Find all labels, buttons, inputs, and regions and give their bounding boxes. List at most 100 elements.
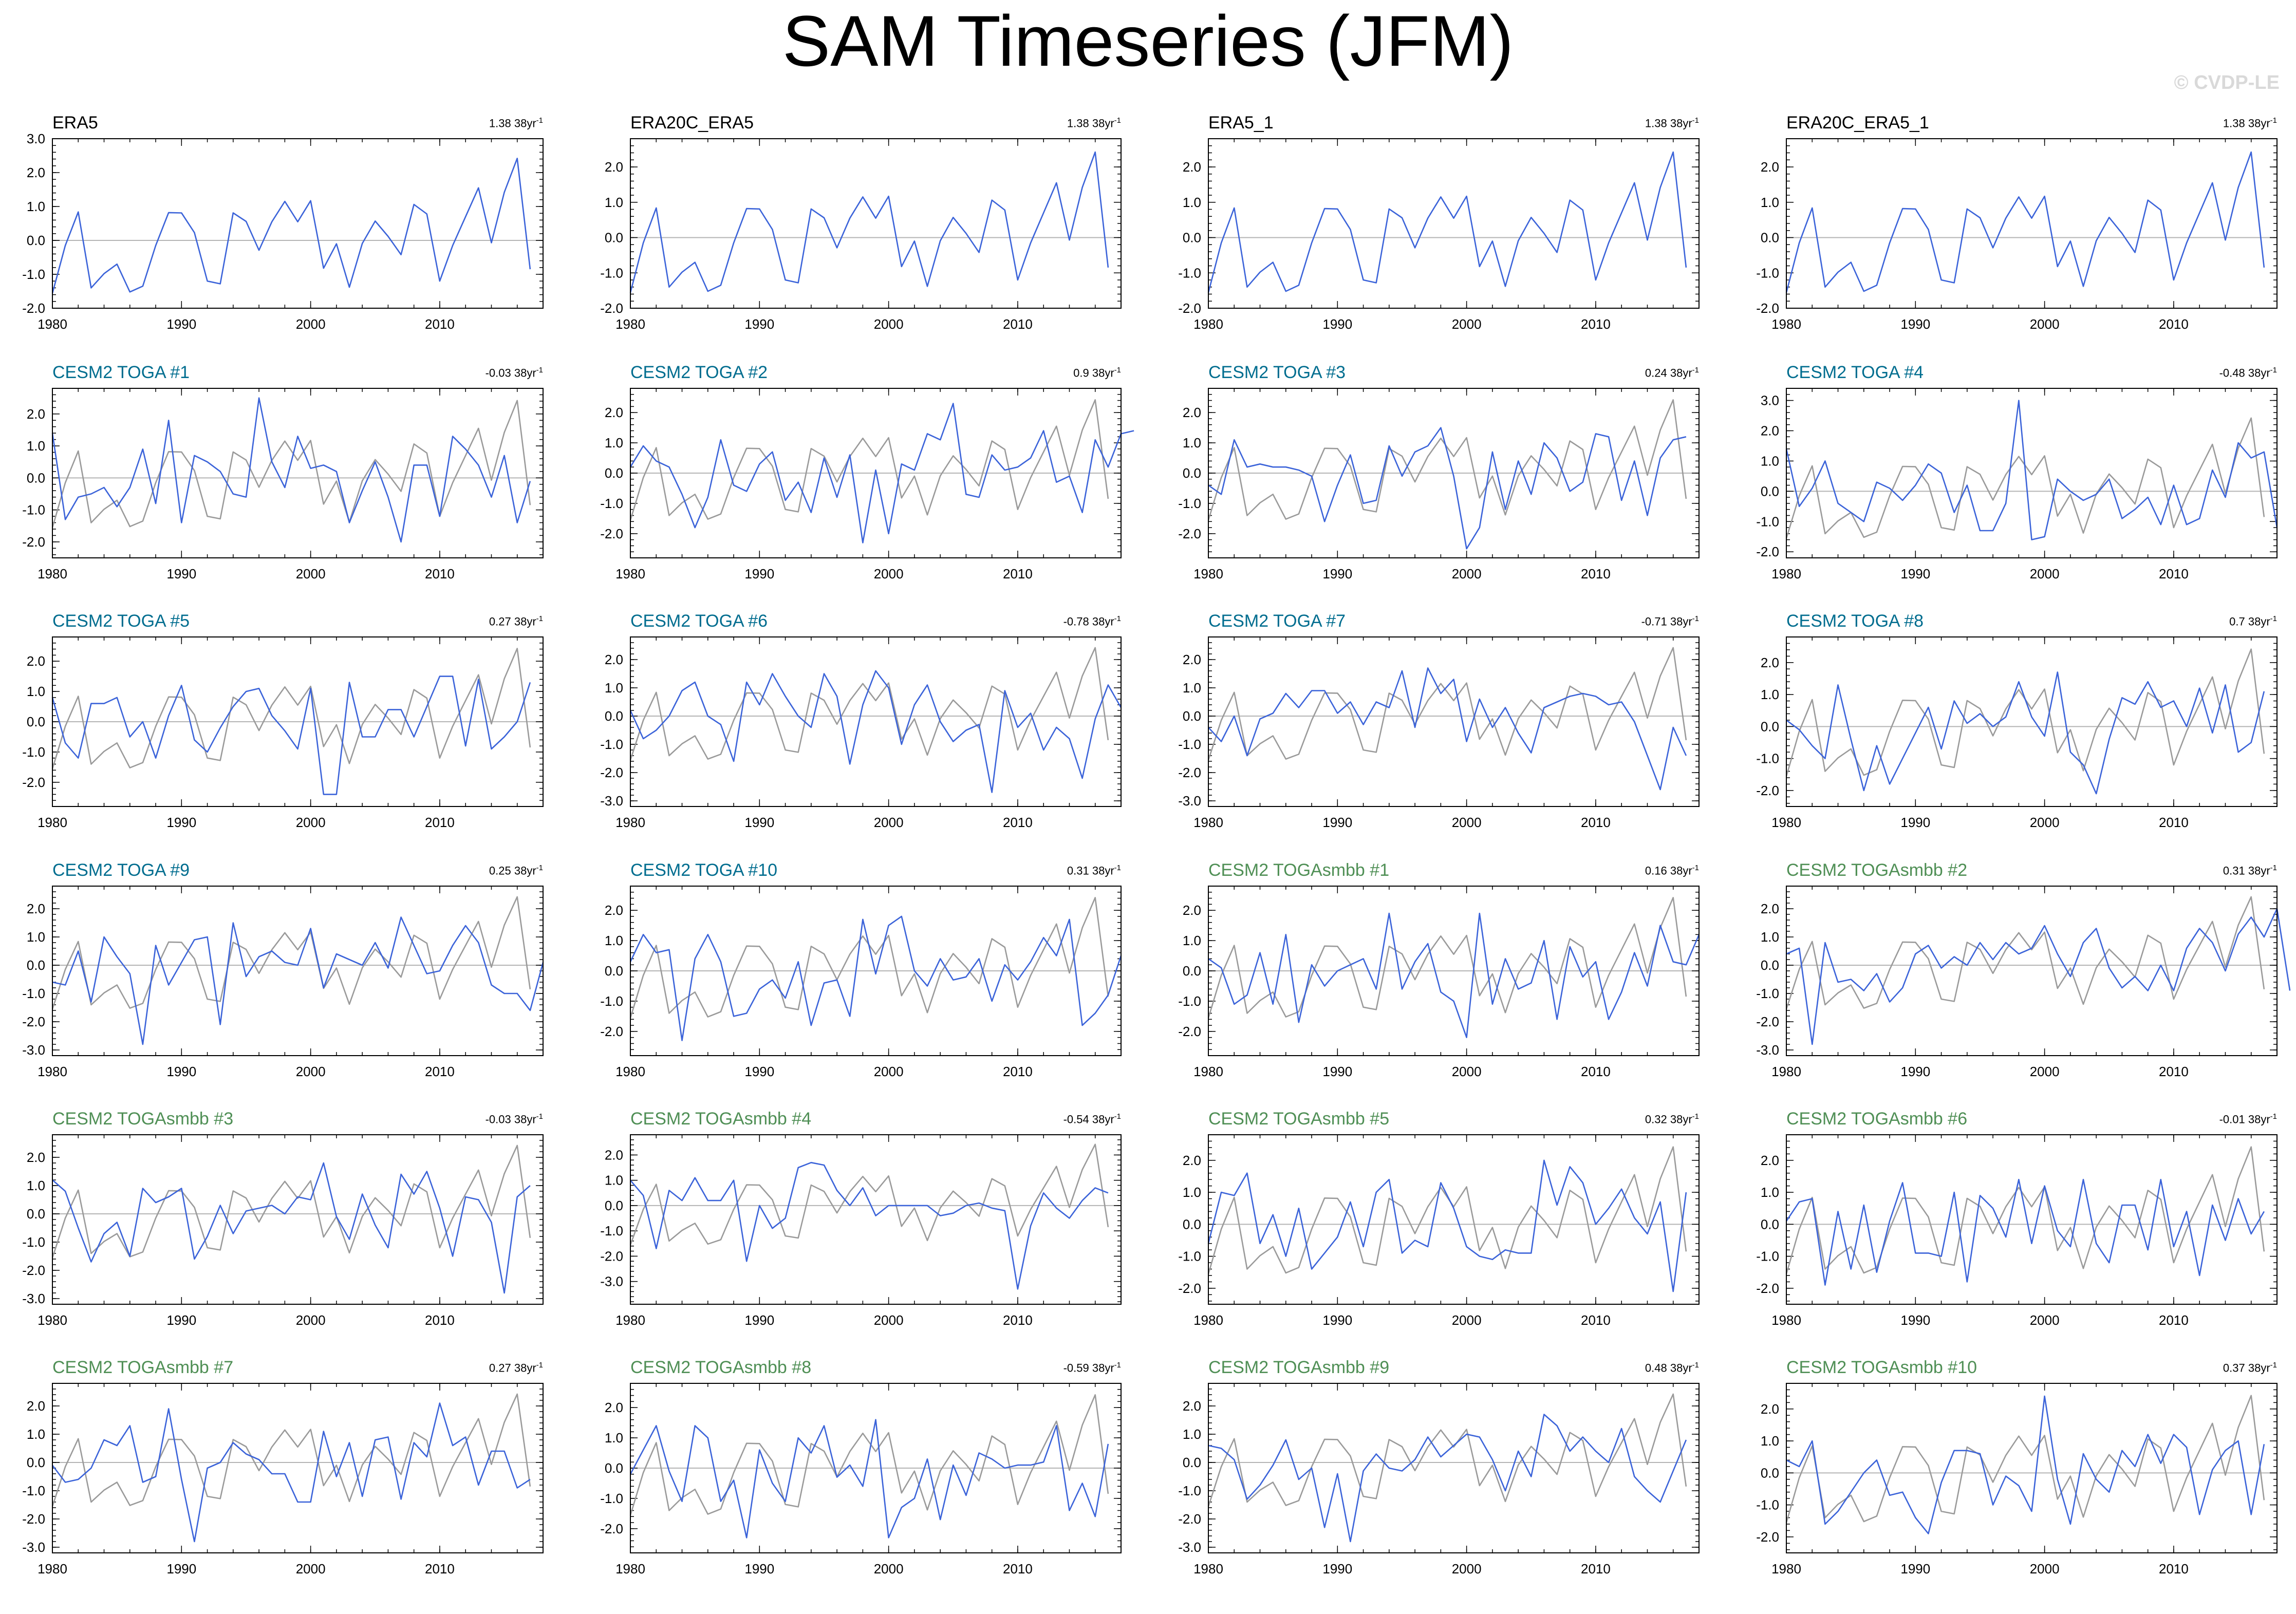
- trend-label: -0.03 38yr-1: [486, 1112, 543, 1126]
- y-tick-label: -2.0: [22, 1014, 45, 1029]
- trend-label: -0.54 38yr-1: [1063, 1112, 1121, 1126]
- y-tick-label: -1.0: [1756, 1249, 1779, 1264]
- panel-title: CESM2 TOGAsmbb #9: [1208, 1358, 1390, 1377]
- y-tick-label: -3.0: [22, 1540, 45, 1555]
- plot-frame: [1786, 138, 2278, 309]
- chart-panel: CESM2 TOGA #4 -0.48 38yr-1 -2.0 -1.0 0.0 1.0 2…: [1756, 358, 2296, 599]
- x-tick-label: 1990: [1900, 566, 1930, 581]
- y-tick-label: 0.0: [605, 465, 623, 481]
- y-tick-label: -3.0: [1178, 1540, 1201, 1555]
- chart-svg: -2.0 -1.0 0.0 1.0 2.0 1980 1990 2000 2010: [1756, 138, 2278, 332]
- trend-value: 0.27 38yr: [489, 1361, 536, 1375]
- trend-value: 0.31 38yr: [2223, 864, 2270, 877]
- x-tick-label: 2000: [296, 1312, 326, 1328]
- x-tick-label: 2000: [296, 566, 326, 581]
- x-tick-label: 2010: [1003, 1312, 1033, 1328]
- observation-series-line: [51, 400, 531, 528]
- y-tick-label: 0.0: [1183, 1455, 1201, 1470]
- plot-frame: [52, 886, 544, 1056]
- chart-panel: CESM2 TOGAsmbb #7 0.27 38yr-1 -3.0 -2.0 -1.0…: [22, 1353, 591, 1594]
- y-tick-label: -3.0: [600, 793, 623, 809]
- trend-exponent: -1: [2270, 366, 2277, 374]
- y-tick-label: 2.0: [27, 1150, 45, 1165]
- chart-svg: -3.0 -2.0 -1.0 0.0 1.0 2.0 1980 1990 2000 2010: [600, 1134, 1122, 1328]
- x-tick-label: 1980: [1193, 1064, 1223, 1079]
- plot-frame: [1786, 1134, 2278, 1305]
- observation-series-line: [51, 648, 531, 770]
- chart-svg: -2.0 -1.0 0.0 1.0 2.0 1980 1990 2000 2010: [600, 1383, 1122, 1577]
- y-tick-label: -3.0: [22, 1291, 45, 1306]
- figure-title: SAM Timeseries (JFM): [782, 1, 1514, 81]
- trend-label: 1.38 38yr-1: [489, 116, 543, 130]
- observation-series-line: [1207, 1146, 1687, 1274]
- plot-frame: [1208, 886, 1700, 1056]
- x-tick-label: 1990: [1900, 316, 1930, 332]
- chart-svg: -2.0 -1.0 0.0 1.0 2.0 1980 1990 2000 2010: [1178, 388, 1700, 581]
- trend-label: 0.27 38yr-1: [489, 1361, 543, 1375]
- trend-label: 0.25 38yr-1: [489, 864, 543, 877]
- y-tick-label: -1.0: [22, 502, 45, 518]
- plot-frame: [630, 1134, 1122, 1305]
- y-tick-label: -1.0: [1756, 514, 1779, 529]
- chart-svg: -2.0 -1.0 0.0 1.0 2.0 1980 1990 2000 2010: [22, 636, 544, 830]
- x-tick-label: 1990: [744, 1561, 774, 1577]
- chart-svg: -3.0 -2.0 -1.0 0.0 1.0 2.0 1980 1990 2000 2010: [1178, 1383, 1700, 1577]
- trend-value: 0.7 38yr: [2229, 615, 2270, 628]
- trend-exponent: -1: [2270, 1112, 2277, 1121]
- y-tick-label: -1.0: [600, 737, 623, 752]
- trend-exponent: -1: [1114, 116, 1121, 125]
- observation-series-line: [629, 1143, 1109, 1246]
- panel-title: CESM2 TOGAsmbb #4: [630, 1109, 812, 1129]
- plot-frame: [52, 138, 544, 309]
- y-tick-label: 0.0: [605, 1198, 623, 1213]
- trend-label: 0.27 38yr-1: [489, 614, 543, 628]
- panel-title: CESM2 TOGAsmbb #3: [52, 1109, 234, 1129]
- chart-panel: CESM2 TOGA #9 0.25 38yr-1 -3.0 -2.0 -1.0 0.0 1…: [22, 855, 591, 1097]
- x-tick-label: 1990: [166, 1064, 196, 1079]
- y-tick-label: 0.0: [605, 230, 623, 246]
- observation-series-line: [1207, 897, 1687, 1019]
- chart-panel: CESM2 TOGA #3 0.24 38yr-1 -2.0 -1.0 0.0 1.0 2.…: [1178, 358, 1747, 599]
- trend-value: 0.9 38yr: [1073, 366, 1114, 380]
- trend-label: -0.71 38yr-1: [1641, 614, 1699, 628]
- y-tick-label: -1.0: [1178, 265, 1201, 280]
- y-tick-label: -1.0: [600, 993, 623, 1009]
- y-tick-label: -1.0: [1178, 496, 1201, 511]
- observation-series-line: [1785, 1146, 2265, 1274]
- trend-exponent: -1: [536, 366, 543, 374]
- trend-label: 0.48 38yr-1: [1645, 1361, 1699, 1375]
- chart-panel: ERA5 1.38 38yr-1 -2.0 -1.0 0.0 1.0 2.0 3.0 1980 1…: [22, 108, 591, 349]
- chart-panel: CESM2 TOGA #2 0.9 38yr-1 -2.0 -1.0 0.0 1.0 2.0…: [600, 358, 1169, 599]
- plot-frame: [1208, 388, 1700, 558]
- y-tick-label: 2.0: [1761, 423, 1779, 439]
- x-tick-label: 1980: [38, 1561, 67, 1577]
- x-tick-label: 1990: [744, 815, 774, 830]
- trend-value: 1.38 38yr: [1067, 117, 1114, 130]
- trend-exponent: -1: [1114, 1361, 1121, 1369]
- x-tick-label: 2000: [874, 1561, 904, 1577]
- observation-series-line: [1207, 647, 1687, 761]
- panel-title: CESM2 TOGA #9: [52, 860, 190, 880]
- plot-frame: [1208, 1134, 1700, 1305]
- chart-panel: CESM2 TOGA #6 -0.78 38yr-1 -3.0 -2.0 -1.0 0.0…: [600, 606, 1169, 848]
- ensemble-series-line: [629, 915, 1122, 1041]
- y-tick-label: 2.0: [1761, 901, 1779, 916]
- panel-title: CESM2 TOGAsmbb #7: [52, 1358, 234, 1377]
- trend-value: -0.54 38yr: [1063, 1113, 1114, 1126]
- plot-frame: [1208, 138, 1700, 309]
- x-tick-label: 2000: [1452, 1561, 1482, 1577]
- chart-svg: -2.0 -1.0 0.0 1.0 2.0 3.0 1980 1990 2000 2010: [1756, 388, 2278, 581]
- trend-value: 0.37 38yr: [2223, 1361, 2270, 1375]
- trend-label: 1.38 38yr-1: [1645, 116, 1699, 130]
- x-tick-label: 1990: [1900, 1064, 1930, 1079]
- x-tick-label: 2000: [1452, 1312, 1482, 1328]
- observation-series-line: [1785, 648, 2265, 777]
- plot-frame: [52, 388, 544, 558]
- chart-svg: -2.0 -1.0 0.0 1.0 2.0 1980 1990 2000 2010: [1756, 1134, 2278, 1328]
- panel-title: CESM2 TOGA #4: [1786, 363, 1924, 382]
- ensemble-series-line: [1785, 1178, 2265, 1286]
- chart-panel: CESM2 TOGA #1 -0.03 38yr-1 -2.0 -1.0 0.0 1.0 2…: [22, 358, 591, 599]
- y-tick-label: 3.0: [27, 131, 45, 146]
- y-tick-label: 0.0: [1183, 465, 1201, 481]
- y-tick-label: 0.0: [27, 714, 45, 729]
